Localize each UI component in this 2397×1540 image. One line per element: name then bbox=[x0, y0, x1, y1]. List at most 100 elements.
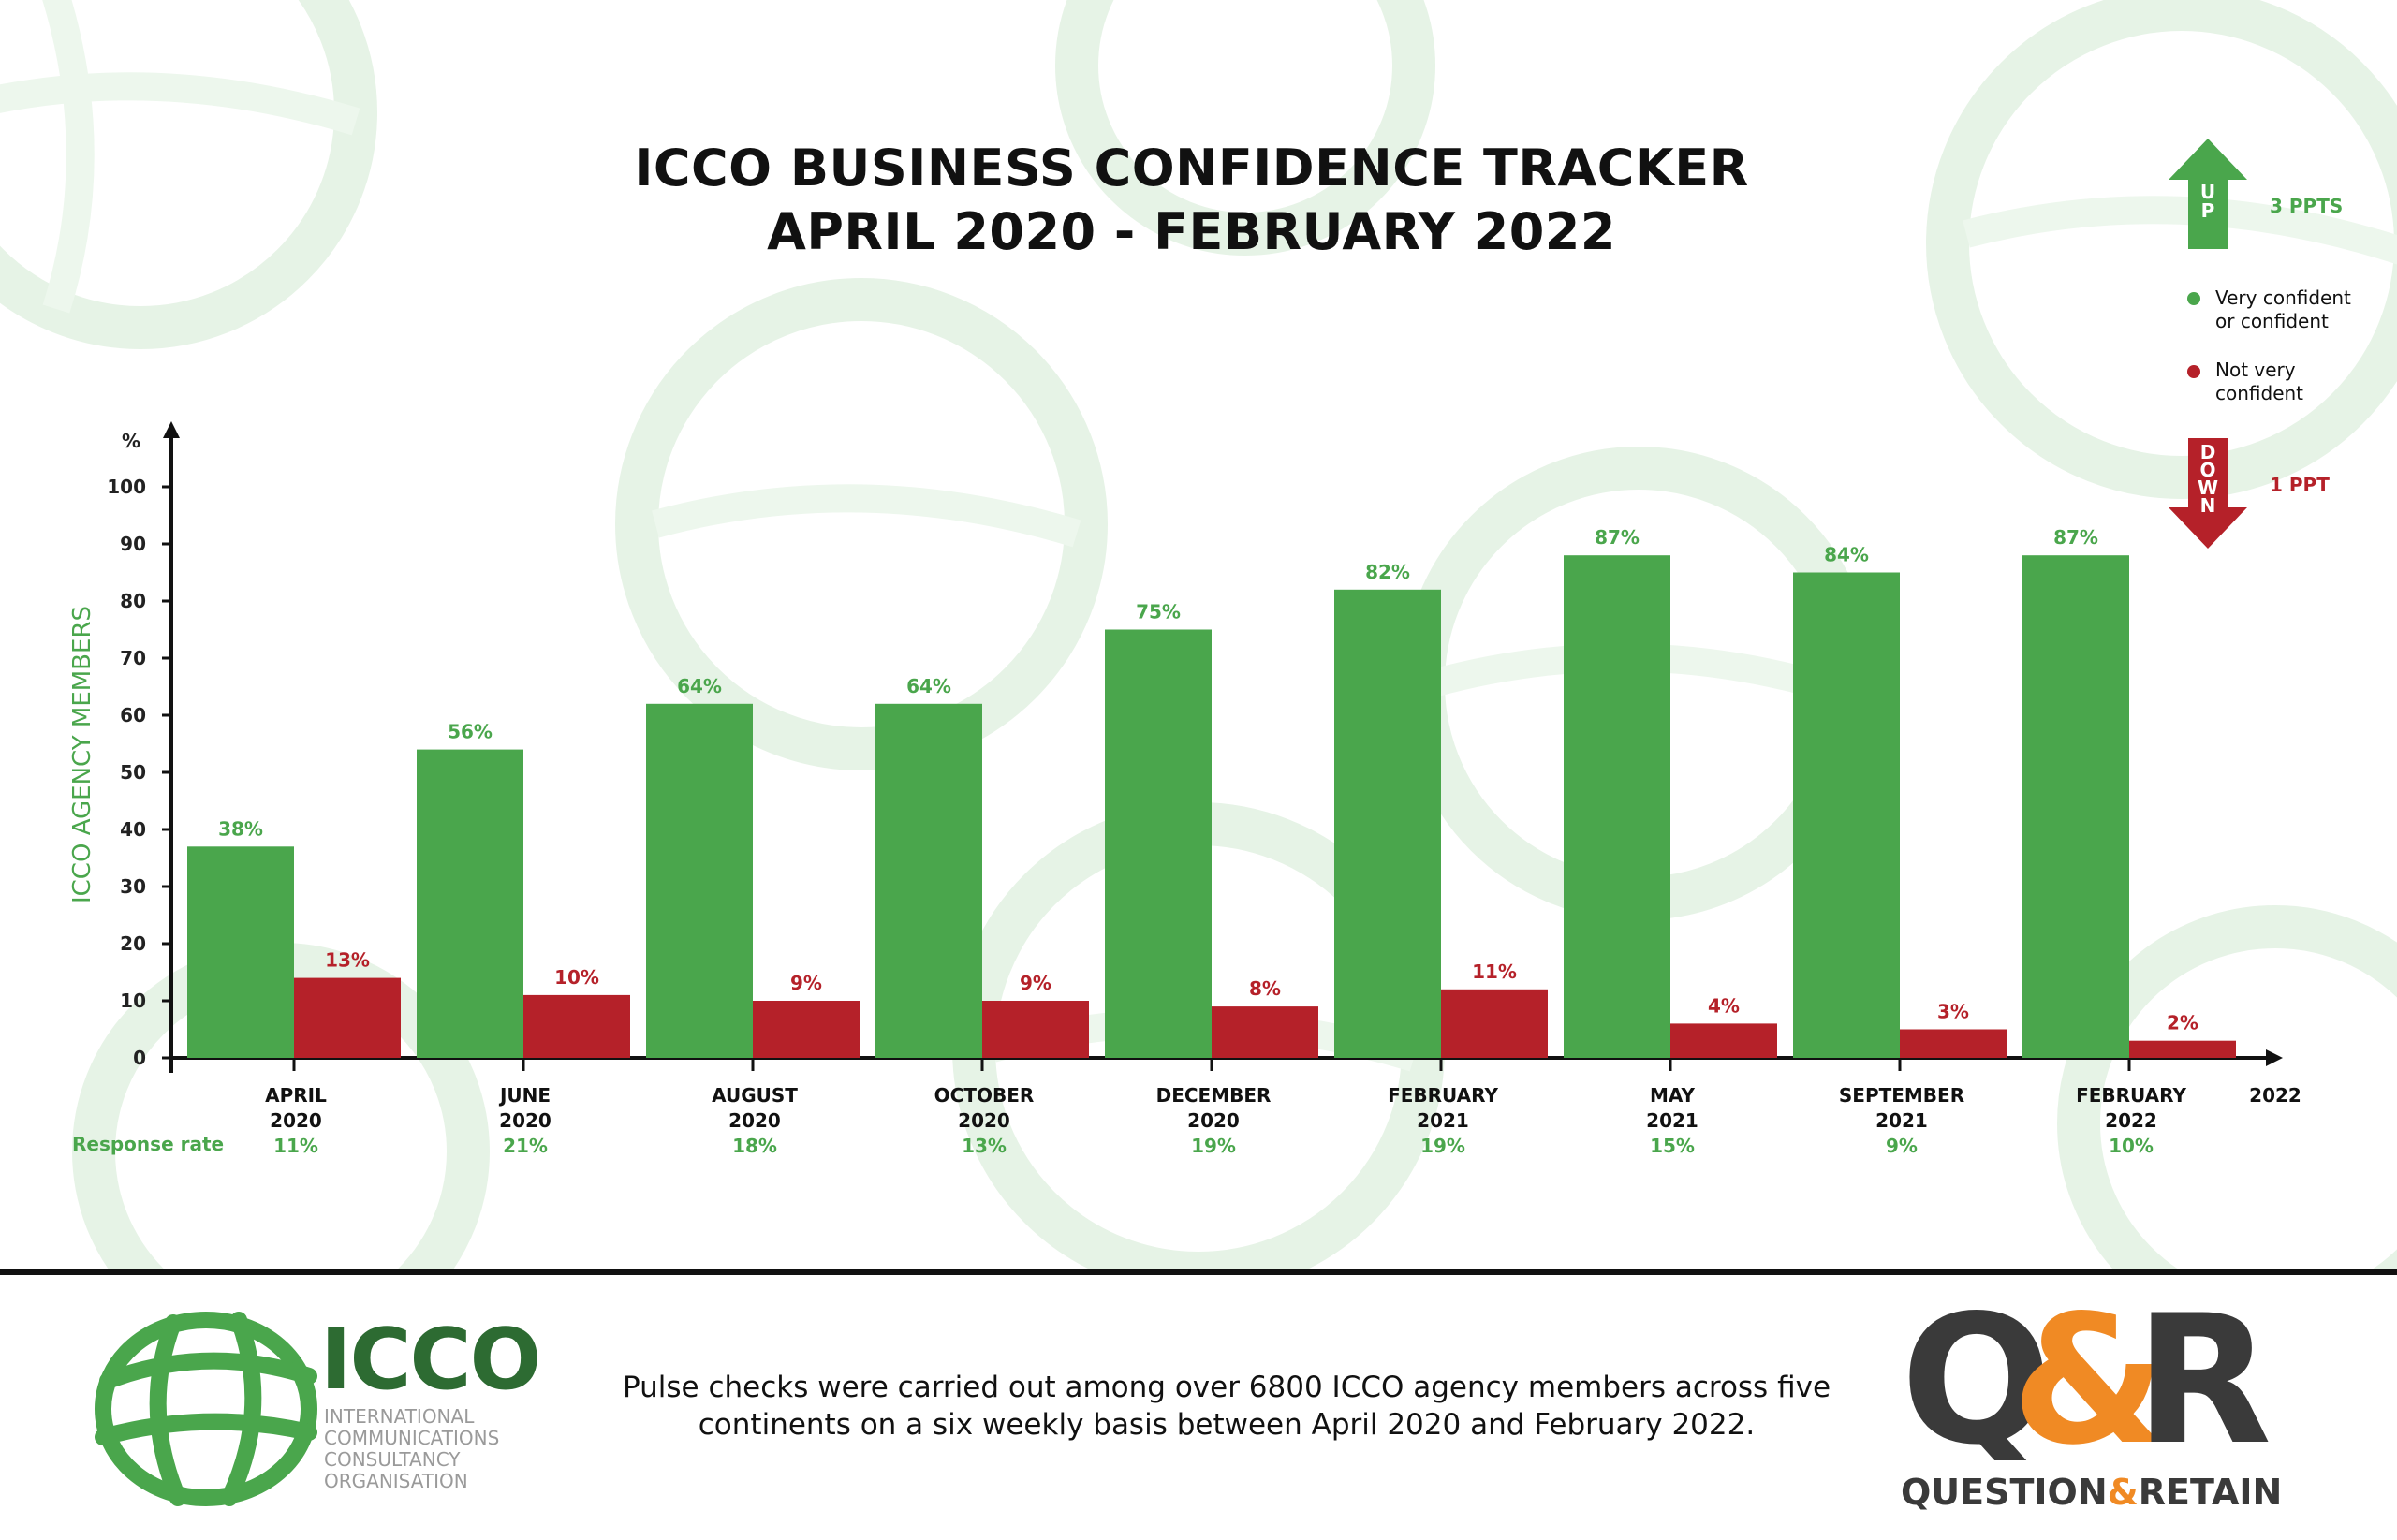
x-tick-label-year: 2020 bbox=[728, 1109, 781, 1132]
y-tick-label: 100 bbox=[107, 476, 146, 498]
data-label-not-confident: 10% bbox=[554, 966, 599, 989]
data-label-not-confident: 11% bbox=[1472, 961, 1517, 983]
bar-not-confident bbox=[523, 994, 630, 1058]
bar-not-confident bbox=[1212, 1006, 1318, 1058]
icco-logo-wordmark: ICCO bbox=[320, 1311, 541, 1409]
icco-logo-subtitle: INTERNATIONAL COMMUNICATIONS CONSULTANCY… bbox=[324, 1405, 500, 1492]
x-tick-label-month: APRIL bbox=[265, 1084, 327, 1107]
data-label-not-confident: 8% bbox=[1249, 977, 1281, 1000]
x-tick-label-year: 2020 bbox=[270, 1109, 322, 1132]
data-label-confident: 64% bbox=[677, 675, 722, 697]
bar-not-confident bbox=[1670, 1023, 1777, 1058]
qr-logo-tagline: QUESTION&RETAIN bbox=[1901, 1472, 2282, 1513]
x-tick-label-year: 2020 bbox=[1187, 1109, 1240, 1132]
x-tick-label-month: FEBRUARY bbox=[1388, 1084, 1498, 1107]
qr-tagline-retain: RETAIN bbox=[2138, 1472, 2283, 1513]
qr-tagline-question: QUESTION bbox=[1901, 1472, 2108, 1513]
bar-confident bbox=[1105, 629, 1212, 1058]
data-label-not-confident: 9% bbox=[1020, 972, 1051, 994]
bar-not-confident bbox=[1900, 1029, 2007, 1058]
data-label-not-confident: 9% bbox=[790, 972, 822, 994]
y-tick-label: 60 bbox=[120, 704, 146, 726]
x-tick-label-year: 2021 bbox=[1646, 1109, 1698, 1132]
change-up-label: 3 PPTS bbox=[2270, 195, 2344, 217]
data-label-not-confident: 13% bbox=[325, 949, 370, 972]
qr-tagline-amp: & bbox=[2107, 1472, 2139, 1513]
x-tick-label-year: 2022 bbox=[2105, 1109, 2157, 1132]
x-tick-label-month: AUGUST bbox=[712, 1084, 798, 1107]
bar-not-confident bbox=[2129, 1040, 2236, 1058]
x-tick-label-month: FEBRUARY bbox=[2076, 1084, 2186, 1107]
response-rate-value: 13% bbox=[962, 1135, 1007, 1157]
legend-label-confident: Very confident or confident bbox=[2215, 286, 2351, 332]
x-axis-arrow-icon bbox=[2266, 1049, 2283, 1066]
svg-text:&: & bbox=[2011, 1301, 2167, 1460]
bar-confident bbox=[1564, 555, 1670, 1058]
x-tick-label-month: JUNE bbox=[498, 1084, 551, 1107]
y-tick-label: 20 bbox=[120, 932, 146, 955]
response-rate-value: 9% bbox=[1886, 1135, 1918, 1157]
data-label-confident: 64% bbox=[906, 675, 951, 697]
response-rate-value: 15% bbox=[1650, 1135, 1695, 1157]
y-tick-label: 50 bbox=[120, 761, 146, 784]
y-tick-label: 0 bbox=[133, 1047, 146, 1069]
x-tick-label-month: MAY bbox=[1650, 1084, 1695, 1107]
response-rate-value: 19% bbox=[1191, 1135, 1236, 1157]
response-rate-value: 19% bbox=[1420, 1135, 1465, 1157]
data-label-confident: 38% bbox=[218, 817, 263, 840]
y-tick-label: 80 bbox=[120, 590, 146, 612]
response-rate-value: 11% bbox=[273, 1135, 318, 1157]
x-tick-label-year: 2021 bbox=[1417, 1109, 1469, 1132]
bar-not-confident bbox=[1441, 989, 1548, 1058]
qr-logo-mark: Q & R bbox=[1901, 1301, 2272, 1460]
chart-title-line-2: APRIL 2020 - FEBRUARY 2022 bbox=[767, 202, 1616, 261]
y-tick-label: 90 bbox=[120, 533, 146, 555]
legend-swatch-confident bbox=[2187, 292, 2200, 305]
bar-confident bbox=[646, 703, 753, 1058]
x-axis-end-label: 2022 bbox=[2249, 1084, 2301, 1107]
y-tick-label: 30 bbox=[120, 875, 146, 898]
chart-title-line-1: ICCO BUSINESS CONFIDENCE TRACKER bbox=[634, 139, 1749, 198]
bar-not-confident bbox=[982, 1001, 1089, 1058]
response-rate-value: 10% bbox=[2109, 1135, 2154, 1157]
legend-label-not-confident: Not very confident bbox=[2215, 359, 2304, 404]
y-axis-arrow-icon bbox=[163, 421, 180, 438]
x-tick-label-year: 2021 bbox=[1875, 1109, 1928, 1132]
change-down-label: 1 PPT bbox=[2270, 474, 2330, 496]
bar-not-confident bbox=[294, 977, 401, 1058]
data-label-confident: 56% bbox=[448, 721, 493, 743]
bar-confident bbox=[417, 749, 523, 1058]
data-label-confident: 87% bbox=[1595, 526, 1640, 549]
icco-globe-logo-icon bbox=[95, 1312, 317, 1506]
bar-confident bbox=[187, 846, 294, 1058]
y-axis-title: ICCO AGENCY MEMBERS bbox=[68, 606, 96, 903]
y-tick-label: 70 bbox=[120, 647, 146, 669]
x-tick-label-month: DECEMBER bbox=[1156, 1084, 1272, 1107]
response-rate-label: Response rate bbox=[72, 1133, 224, 1155]
bar-not-confident bbox=[753, 1001, 860, 1058]
bar-confident bbox=[1334, 589, 1441, 1058]
bar-confident bbox=[1793, 572, 1900, 1058]
x-tick-label-year: 2020 bbox=[499, 1109, 551, 1132]
svg-text:Q: Q bbox=[1901, 1301, 2052, 1460]
footer-divider bbox=[0, 1269, 2397, 1275]
response-rate-value: 21% bbox=[503, 1135, 548, 1157]
response-rate-value: 18% bbox=[732, 1135, 777, 1157]
x-tick-label-year: 2020 bbox=[958, 1109, 1010, 1132]
y-tick-label: 10 bbox=[120, 990, 146, 1012]
y-unit-label: % bbox=[122, 430, 140, 452]
legend-swatch-not-confident bbox=[2187, 365, 2200, 378]
x-tick-label-month: OCTOBER bbox=[934, 1084, 1035, 1107]
data-label-confident: 87% bbox=[2053, 526, 2098, 549]
footer-methodology-note: Pulse checks were carried out among over… bbox=[622, 1371, 1831, 1442]
bar-confident bbox=[875, 703, 982, 1058]
data-label-confident: 82% bbox=[1365, 561, 1410, 583]
data-label-confident: 84% bbox=[1824, 544, 1869, 566]
svg-text:R: R bbox=[2135, 1301, 2272, 1460]
x-tick-label-month: SEPTEMBER bbox=[1839, 1084, 1964, 1107]
data-label-not-confident: 4% bbox=[1708, 994, 1740, 1017]
